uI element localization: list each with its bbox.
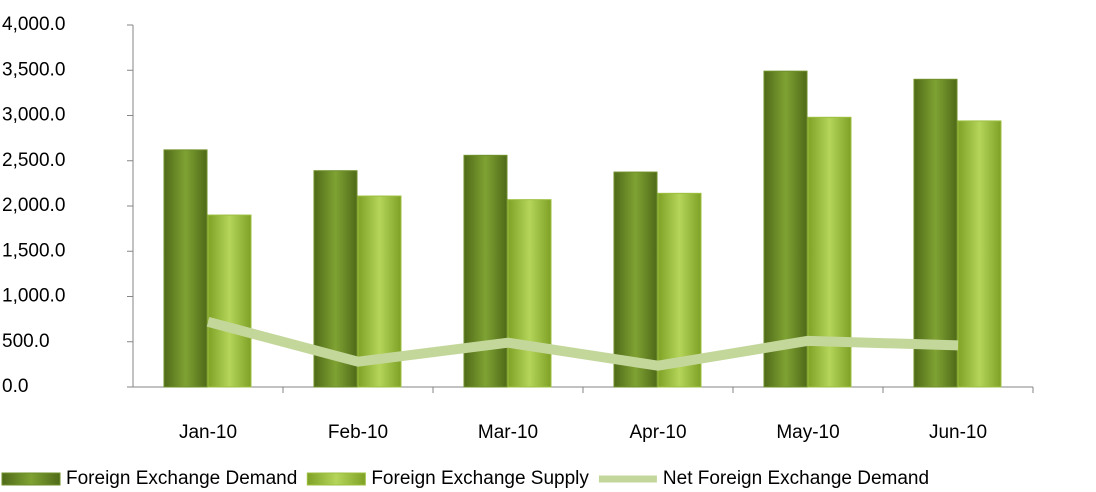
y-tick-label: 1,000.0 [2,286,65,307]
y-tick-label: 2,000.0 [2,195,65,216]
y-tick-label: 1,500.0 [2,240,65,261]
y-tick-label: 4,000.0 [2,14,65,35]
bar [763,70,808,388]
x-tick-label: Jan-10 [179,422,237,443]
y-tick-label: 2,500.0 [2,150,65,171]
bar [957,120,1002,388]
legend-label: Net Foreign Exchange Demand [663,468,929,489]
y-tick-label: 500.0 [2,331,50,352]
x-tick-label: Apr-10 [629,422,686,443]
bar [613,171,658,388]
legend-label: Foreign Exchange Supply [371,468,589,489]
line [206,317,959,371]
x-tick-label: Mar-10 [478,422,538,443]
legend-swatch [306,472,366,486]
y-tick-label: 0.0 [2,376,28,397]
legend-label: Foreign Exchange Demand [66,468,297,489]
x-tick-label: Feb-10 [328,422,388,443]
x-tick-label: Jun-10 [929,422,987,443]
bar [207,214,252,388]
x-tick-label: May-10 [776,422,839,443]
legend-swatch [1,472,61,486]
bar [913,78,958,388]
y-tick-label: 3,500.0 [2,59,65,80]
y-tick-label: 3,000.0 [2,105,65,126]
bar [163,149,208,388]
bar [507,199,552,388]
